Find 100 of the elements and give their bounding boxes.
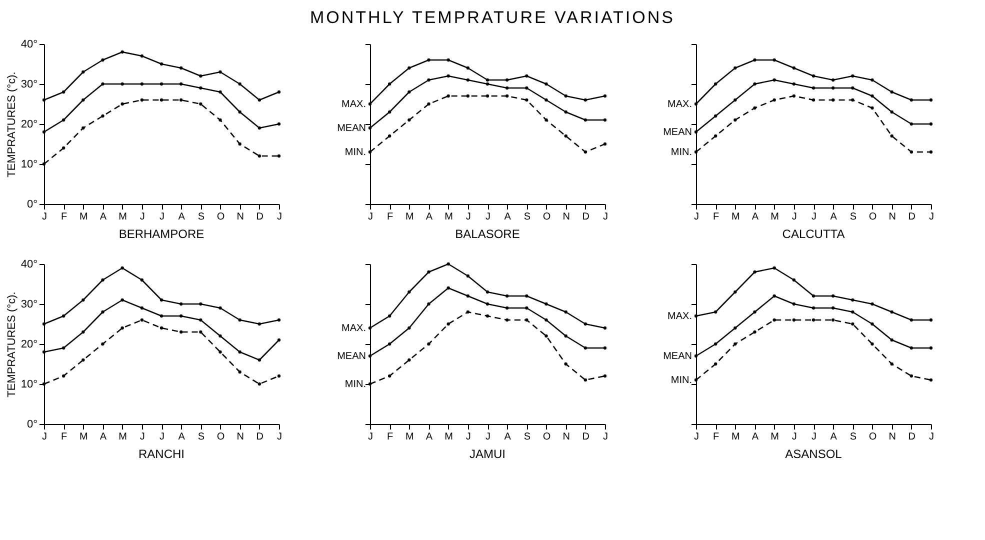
point xyxy=(466,294,470,298)
point xyxy=(753,58,756,62)
x-tick-label: D xyxy=(582,432,590,442)
point xyxy=(890,338,894,342)
point xyxy=(368,326,372,330)
point xyxy=(890,110,894,114)
point xyxy=(694,378,698,382)
x-tick-label: F xyxy=(713,432,720,442)
y-tick-label: 10° xyxy=(20,158,38,170)
x-tick-label: D xyxy=(256,432,264,442)
point xyxy=(506,294,509,298)
point xyxy=(368,126,372,130)
series-label: MEAN xyxy=(337,351,366,362)
point xyxy=(427,102,430,106)
point xyxy=(870,342,874,346)
y-tick-label: 0° xyxy=(26,418,38,430)
point xyxy=(82,70,85,74)
series-label: MIN. xyxy=(344,379,366,390)
x-tick-label: J xyxy=(792,432,797,442)
point xyxy=(486,78,490,82)
y-tick-label: 30° xyxy=(20,78,38,90)
point xyxy=(870,78,874,82)
x-tick-label: M xyxy=(118,432,128,442)
point xyxy=(277,122,281,126)
point xyxy=(851,86,854,90)
point xyxy=(238,142,242,146)
x-tick-label: J xyxy=(160,432,164,442)
x-tick-label: O xyxy=(216,432,225,442)
point xyxy=(734,118,737,122)
point xyxy=(277,154,281,158)
point xyxy=(368,354,372,358)
x-tick-label: M xyxy=(79,212,88,222)
point xyxy=(218,118,222,122)
x-tick-label: J xyxy=(694,432,699,442)
point xyxy=(832,86,835,90)
point xyxy=(584,98,587,102)
point xyxy=(584,118,587,122)
point xyxy=(388,134,392,138)
x-tick-label: J xyxy=(486,432,490,442)
point xyxy=(218,334,222,338)
point xyxy=(694,314,698,318)
x-tick-label: M xyxy=(770,212,780,222)
x-tick-label: D xyxy=(908,212,916,222)
point xyxy=(832,306,835,310)
point xyxy=(42,98,46,102)
point xyxy=(120,102,124,106)
point xyxy=(466,310,470,314)
point xyxy=(446,74,450,78)
series-label: MAX. xyxy=(668,99,692,110)
point xyxy=(160,314,164,318)
point xyxy=(812,74,816,78)
point xyxy=(792,278,796,282)
point xyxy=(910,318,913,322)
point xyxy=(466,274,470,278)
point xyxy=(772,98,776,102)
text: BALASORE xyxy=(455,227,520,241)
point xyxy=(258,322,261,326)
point xyxy=(851,322,854,326)
x-tick-label: J xyxy=(792,212,797,222)
x-tick-label: A xyxy=(504,212,512,222)
x-tick-label: J xyxy=(603,432,608,442)
point xyxy=(199,318,202,322)
point xyxy=(218,70,222,74)
point xyxy=(890,362,894,366)
point xyxy=(427,270,430,274)
point xyxy=(564,334,568,338)
text: BERHAMPORE xyxy=(118,227,204,241)
y-tick-label: 10° xyxy=(20,378,38,390)
point xyxy=(544,82,548,86)
point xyxy=(910,150,913,154)
point xyxy=(851,310,854,314)
point xyxy=(486,314,490,318)
x-tick-label: A xyxy=(752,212,759,222)
point xyxy=(82,98,85,102)
x-tick-label: J xyxy=(812,212,816,222)
point xyxy=(120,298,124,302)
point xyxy=(506,78,509,82)
series-label: MIN. xyxy=(344,147,366,158)
point xyxy=(544,118,548,122)
point xyxy=(218,306,222,310)
point xyxy=(408,290,411,294)
x-tick-label: F xyxy=(61,212,68,222)
x-tick-label: M xyxy=(118,212,128,222)
point xyxy=(584,346,587,350)
point xyxy=(101,278,104,282)
x-tick-label: A xyxy=(100,432,107,442)
point xyxy=(101,342,104,346)
x-tick-label: A xyxy=(100,212,107,222)
point xyxy=(277,318,281,322)
point xyxy=(564,134,568,138)
x-tick-label: S xyxy=(198,432,205,442)
point xyxy=(42,322,46,326)
point xyxy=(427,302,430,306)
point xyxy=(466,78,470,82)
point xyxy=(238,370,242,374)
point xyxy=(714,134,718,138)
point xyxy=(258,154,261,158)
x-tick-label: J xyxy=(812,432,816,442)
point xyxy=(408,90,411,94)
x-tick-label: A xyxy=(752,432,759,442)
